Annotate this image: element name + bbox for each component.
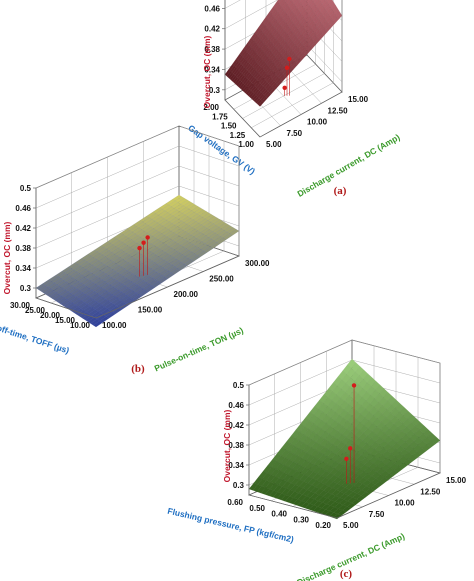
x-tick-label: 1.50 <box>221 122 237 131</box>
z-tick-label: 0.34 <box>15 264 31 273</box>
z-gridline <box>35 185 240 249</box>
z-gridline <box>35 145 240 209</box>
y-tick-label: 7.50 <box>287 129 303 138</box>
y-tick-label: 250.00 <box>209 275 234 284</box>
x-axis <box>35 297 97 319</box>
z-tick-label: 0.34 <box>204 65 220 74</box>
y-axis <box>259 91 343 138</box>
panel-a: 0.30.340.380.420.460.52.001.751.501.251.… <box>186 0 402 199</box>
surface-cell <box>93 320 103 328</box>
panel-b: 0.3 0.34 0.38 0.42 0.46 0.5 30.0025.0020.0015.… <box>0 125 270 375</box>
z-axis-title: Overcut, OC (mm) <box>2 221 12 294</box>
design-point <box>348 446 353 451</box>
z-tick-label: 0.5 <box>233 381 245 390</box>
y-tick-label: 15.00 <box>348 95 369 104</box>
surface <box>248 358 441 520</box>
panel-label: (c) <box>340 568 353 580</box>
y-tick-label: 12.50 <box>328 106 349 115</box>
design-point <box>284 65 290 70</box>
surface-cell <box>305 0 308 2</box>
x-tick-label: 2.00 <box>203 103 219 112</box>
design-point <box>282 85 287 90</box>
z-gridline <box>35 165 240 229</box>
y-axis <box>95 255 240 319</box>
x-tick-label: 0.60 <box>227 498 243 507</box>
y-tick-label: 15.00 <box>446 476 467 485</box>
z-axis-title: Overcut, OC (mm) <box>222 409 232 482</box>
y-tick-label: 12.50 <box>420 487 441 496</box>
design-point <box>351 383 357 388</box>
y-tick-label: 150.00 <box>138 306 163 315</box>
x-tick-label: 1.25 <box>230 131 246 140</box>
x-tick-label: 0.20 <box>315 521 331 530</box>
panel-label: (a) <box>334 185 347 197</box>
z-tick-label: 0.34 <box>228 461 244 470</box>
y-axis-title: Discharge current, DC (Amp) <box>295 132 401 199</box>
design-point <box>145 235 150 240</box>
panel-label: (b) <box>131 363 145 375</box>
x-tick-label: 30.00 <box>10 301 31 310</box>
surface <box>35 194 240 328</box>
panel-c: 0.3 0.34 0.38 0.42 0.46 0.5 0.60 0.50 0.40 0.30 0.… <box>167 339 467 581</box>
z-tick-label: 0.42 <box>15 224 31 233</box>
y-axis <box>336 472 441 519</box>
design-point <box>137 245 142 251</box>
x-tick-label: 10.00 <box>70 321 91 330</box>
z-tick-label: 0.42 <box>228 421 244 430</box>
x-tick-label: 25.00 <box>25 306 46 315</box>
y-tick-label: 300.00 <box>245 259 270 268</box>
design-point <box>344 456 349 461</box>
z-tick-label: 0.42 <box>204 25 220 34</box>
y-tick-label: 100.00 <box>102 321 127 330</box>
x-tick-label: 15.00 <box>55 316 76 325</box>
z-gridline <box>248 339 441 386</box>
z-tick-label: 0.3 <box>20 284 32 293</box>
y-tick-label: 7.50 <box>369 510 385 519</box>
y-tick-label: 10.00 <box>395 499 416 508</box>
z-tick-label: 0.46 <box>228 401 244 410</box>
x-tick-label: 0.30 <box>293 515 309 524</box>
z-tick-label: 0.5 <box>20 184 32 193</box>
z-tick-label: 0.3 <box>233 481 245 490</box>
x-axis <box>248 494 338 519</box>
z-tick-label: 0.38 <box>15 244 31 253</box>
x-axis-title: Gap voltage, GV (V) <box>186 123 257 177</box>
z-tick-label: 0.3 <box>209 86 221 95</box>
x-tick-label: 0.50 <box>249 504 265 513</box>
z-axis-title: Overcut, OC (mm) <box>202 35 212 108</box>
surface-cell <box>258 100 264 107</box>
x-axis <box>224 99 261 138</box>
y-tick-label: 10.00 <box>307 118 328 127</box>
y-tick-label: 200.00 <box>174 290 199 299</box>
y-tick-label: 5.00 <box>266 140 282 149</box>
z-gridline <box>35 125 240 189</box>
x-tick-label: 1.75 <box>212 112 228 121</box>
design-point <box>287 56 292 62</box>
design-point <box>141 240 146 245</box>
x-tick-label: 1.00 <box>238 140 254 149</box>
x-tick-label: 0.40 <box>271 510 287 519</box>
y-axis-title: Pulse-on-time, TON (µs) <box>153 325 245 373</box>
z-tick-label: 0.38 <box>228 441 244 450</box>
z-tick-label: 0.46 <box>204 4 220 13</box>
surface-cell <box>312 0 315 2</box>
x-tick-label: 20.00 <box>40 311 61 320</box>
z-tick-label: 0.46 <box>15 204 31 213</box>
z-tick-label: 0.38 <box>204 45 220 54</box>
floor-gridline <box>286 66 322 104</box>
surface <box>224 0 343 107</box>
y-tick-label: 5.00 <box>343 521 359 530</box>
